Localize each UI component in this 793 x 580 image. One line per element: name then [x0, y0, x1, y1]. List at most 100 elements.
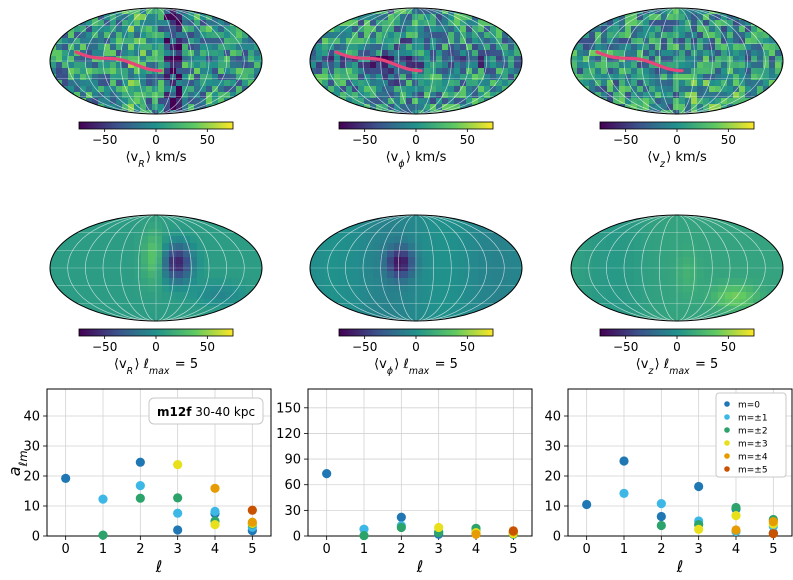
subscript: z: [659, 159, 666, 170]
sky-pixel: [158, 110, 165, 114]
sky-pixel: [146, 68, 153, 75]
sky-pixel: [122, 38, 129, 45]
x-tick-label: 3: [174, 542, 182, 557]
sky-pixel: [430, 20, 437, 27]
sky-pixel: [739, 74, 746, 81]
sky-pixel: [472, 20, 479, 27]
sky-pixel: [183, 278, 191, 286]
sky-pixel: [460, 20, 467, 27]
sky-pixel: [322, 38, 329, 45]
sky-pixel: [370, 104, 377, 111]
sky-pixel: [690, 250, 698, 258]
sky-pixel: [140, 44, 147, 51]
sky-pixel: [188, 104, 195, 111]
data-point: [731, 525, 741, 535]
y-tick-label: 0: [553, 530, 561, 545]
sky-pixel: [370, 50, 377, 57]
sky-pixel: [116, 68, 123, 75]
sky-pixel: [401, 215, 409, 223]
sky-pixel: [514, 56, 521, 63]
sky-pixel: [346, 80, 353, 87]
sky-pixel: [757, 44, 764, 51]
sky-pixel: [236, 44, 243, 51]
sky-pixel: [418, 20, 425, 27]
sky-pixel: [585, 278, 593, 286]
sky-pixel: [662, 292, 670, 300]
sky-pixel: [380, 264, 388, 272]
sky-pixel: [641, 264, 649, 272]
sky-pixel: [669, 250, 677, 258]
sky-pixel: [68, 68, 75, 75]
sky-pixel: [218, 44, 225, 51]
sky-pixel: [370, 110, 377, 114]
sky-pixel: [155, 313, 163, 321]
meridian: [659, 8, 695, 114]
sky-pixel: [703, 26, 710, 33]
sky-pixel: [152, 50, 159, 57]
sky-pixel: [648, 278, 656, 286]
sky-pixel: [725, 250, 733, 258]
axes-frame: [567, 388, 793, 537]
sky-pixel: [152, 104, 159, 111]
sky-pixel: [106, 278, 114, 286]
sky-pixel: [370, 38, 377, 45]
legend-marker: [724, 453, 730, 459]
sky-pixel: [746, 243, 754, 251]
sky-pixel: [248, 62, 255, 69]
sky-pixel: [316, 44, 323, 51]
sky-pixel: [345, 250, 353, 258]
legend-box: [715, 392, 787, 478]
y-axis-label: aℓm: [5, 449, 30, 476]
sky-pixel: [134, 313, 142, 321]
sky-pixel: [613, 236, 621, 244]
sky-pixel: [601, 44, 608, 51]
sky-pixel: [164, 74, 171, 81]
sky-pixel: [116, 62, 123, 69]
sky-pixel: [424, 32, 431, 39]
sky-pixel: [667, 14, 674, 21]
sky-pixel: [649, 26, 656, 33]
colorbar-tick-label: 50: [460, 133, 475, 147]
sky-pixel: [317, 250, 325, 258]
sky-pixel: [239, 250, 247, 258]
sky-pixel: [655, 14, 662, 21]
sky-pixel: [116, 104, 123, 111]
sky-pixel: [232, 285, 240, 293]
sky-pixel: [164, 50, 171, 57]
sky-pixel: [733, 50, 740, 57]
sky-pixel: [183, 222, 191, 230]
sky-pixel: [631, 80, 638, 87]
sky-pixel: [92, 222, 100, 230]
sky-pixel: [484, 74, 491, 81]
sky-pixel: [408, 229, 416, 237]
sky-pixel: [50, 56, 57, 63]
sky-pixel: [62, 38, 69, 45]
sky-pixel: [484, 86, 491, 93]
sky-pixel: [466, 80, 473, 87]
sky-map-5: [310, 215, 522, 321]
sky-pixel: [400, 98, 407, 105]
sky-pixel: [408, 278, 416, 286]
sky-pixel: [571, 264, 579, 272]
sky-pixel: [595, 44, 602, 51]
sky-pixel: [704, 222, 712, 230]
sky-pixel: [211, 264, 219, 272]
x-tick-label: 4: [472, 542, 480, 557]
sky-pixel: [464, 306, 472, 314]
sky-pixel: [429, 229, 437, 237]
sky-pixel: [400, 20, 407, 27]
sky-pixel: [648, 222, 656, 230]
sky-pixel: [697, 98, 704, 105]
sky-pixel: [340, 20, 347, 27]
sky-pixel: [366, 299, 374, 307]
sky-pixel: [620, 306, 628, 314]
sky-pixel: [661, 20, 668, 27]
sky-pixel: [364, 26, 371, 33]
sky-pixel: [631, 74, 638, 81]
sky-pixel: [322, 56, 329, 63]
sky-pixel: [443, 313, 451, 321]
sky-pixel: [661, 44, 668, 51]
sky-pixel: [218, 80, 225, 87]
sky-pixel: [429, 320, 437, 321]
sky-pixel: [176, 98, 183, 105]
